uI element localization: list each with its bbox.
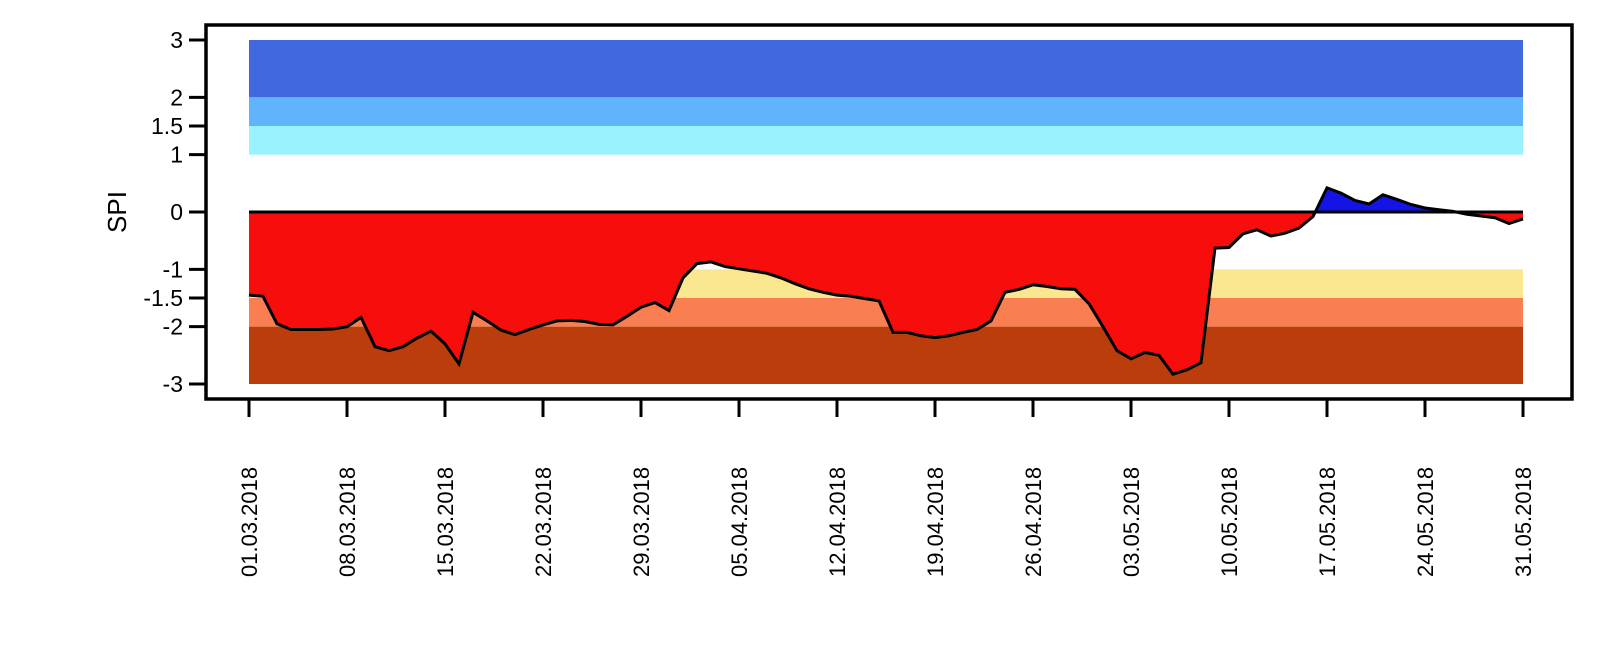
spi-curve [248, 186, 1524, 376]
spi-positive-area [249, 187, 1523, 212]
x-axis-date-label: 05.04.2018 [727, 467, 752, 577]
x-axis-date-label: 15.03.2018 [433, 467, 458, 577]
x-axis-date-label: 03.05.2018 [1119, 467, 1144, 577]
x-axis-date-label: 12.04.2018 [825, 467, 850, 577]
x-axis-date-label: 31.05.2018 [1511, 467, 1536, 577]
y-axis-tick-label: 2 [170, 84, 183, 110]
y-axis-tick-label: -1 [163, 256, 183, 282]
y-axis-tick-label: 1 [170, 142, 183, 168]
x-axis-date-label: 08.03.2018 [335, 467, 360, 577]
y-axis-tick-label: 1.5 [151, 113, 183, 139]
x-axis-date-label: 29.03.2018 [629, 467, 654, 577]
band-severely-wet [249, 97, 1523, 127]
y-axis-tick-label: -3 [163, 371, 183, 397]
x-axis-date-label: 24.05.2018 [1413, 467, 1438, 577]
y-axis-title: SPI [102, 191, 132, 233]
x-axis-date-label: 26.04.2018 [1021, 467, 1046, 577]
x-axis-date-label: 17.05.2018 [1315, 467, 1340, 577]
y-axis-tick-label: 3 [170, 27, 183, 53]
x-axis-date-label: 10.05.2018 [1217, 467, 1242, 577]
y-axis-tick-label: -1.5 [143, 285, 183, 311]
x-axis-date-label: 01.03.2018 [237, 467, 262, 577]
band-moderately-wet [249, 126, 1523, 155]
x-axis-date-label: 19.04.2018 [923, 467, 948, 577]
x-axis-date-label: 22.03.2018 [531, 467, 556, 577]
y-axis-tick-label: 0 [170, 199, 183, 225]
y-axis-tick-label: -2 [163, 314, 183, 340]
band-extremely-wet [249, 40, 1523, 98]
